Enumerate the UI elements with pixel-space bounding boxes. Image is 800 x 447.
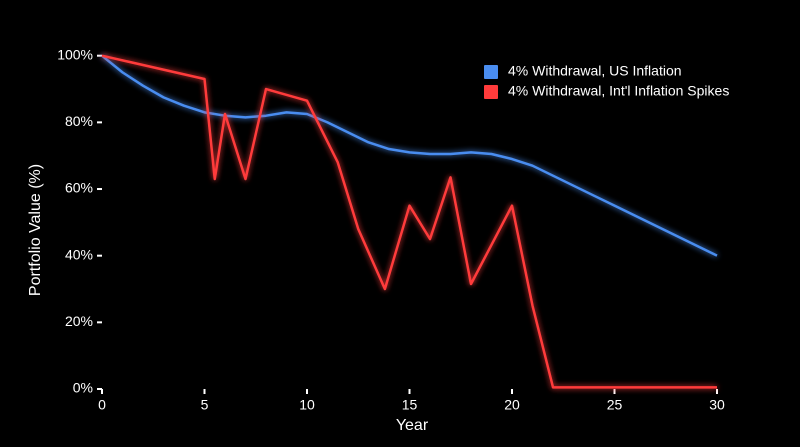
x-tick-label: 20 [504, 397, 520, 413]
x-tick-label: 15 [402, 397, 418, 413]
y-axis-label: Portfolio Value (%) [27, 164, 44, 296]
x-tick-label: 0 [98, 397, 106, 413]
legend-label: 4% Withdrawal, Int'l Inflation Spikes [508, 83, 729, 99]
x-tick-label: 10 [299, 397, 315, 413]
x-tick-label: 30 [709, 397, 725, 413]
y-tick-label: 0% [73, 380, 93, 396]
y-tick-label: 20% [65, 313, 93, 329]
y-tick-label: 100% [57, 46, 93, 62]
y-tick-label: 80% [65, 113, 93, 129]
x-tick-label: 5 [201, 397, 209, 413]
x-tick-label: 25 [607, 397, 623, 413]
y-tick-label: 40% [65, 246, 93, 262]
y-tick-label: 60% [65, 180, 93, 196]
series-line [101, 54, 717, 389]
legend-swatch [484, 85, 498, 99]
series-line [101, 54, 718, 257]
legend-swatch [484, 65, 498, 79]
legend-label: 4% Withdrawal, US Inflation [508, 63, 682, 79]
x-axis-label: Year [396, 417, 429, 434]
